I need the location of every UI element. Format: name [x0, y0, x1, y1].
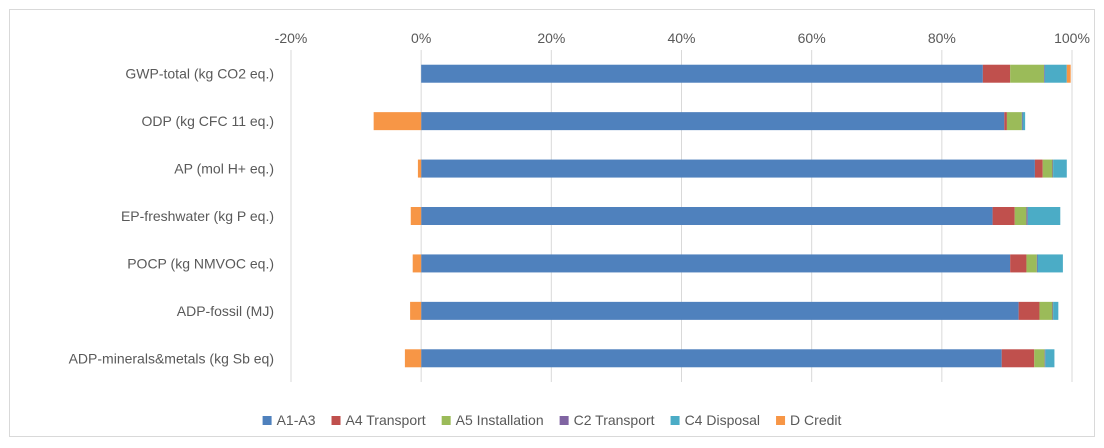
category-label: ADP-fossil (MJ)	[177, 303, 274, 319]
bar-segment-4	[1052, 159, 1054, 178]
legend-label: C2 Transport	[574, 412, 655, 428]
bar-segment-3	[1042, 159, 1053, 178]
bar-segment-5	[1045, 349, 1055, 368]
bar-segment-4	[1052, 301, 1054, 320]
bar-segment-6	[410, 301, 422, 320]
bar-segment-1	[421, 159, 1035, 178]
legend-label: A5 Installation	[456, 412, 544, 428]
bar-segment-4	[1021, 112, 1023, 131]
bar-segment-2	[982, 64, 1011, 83]
category-label: GWP-total (kg CO2 eq.)	[125, 66, 274, 82]
x-tick-label: 40%	[667, 30, 695, 46]
bar-segment-3	[1006, 112, 1022, 131]
bar-segment-6	[1066, 64, 1071, 83]
legend-swatch-5	[670, 416, 680, 425]
bar-segment-3	[1039, 301, 1053, 320]
legend-swatch-2	[331, 416, 341, 425]
bar-segment-1	[421, 112, 1005, 131]
category-label: POCP (kg NMVOC eq.)	[127, 255, 274, 271]
bar-segment-3	[1014, 207, 1027, 225]
bar-segment-1	[421, 64, 983, 83]
bar-segment-2	[1010, 254, 1027, 273]
category-label: EP-freshwater (kg P eq.)	[121, 208, 274, 224]
x-tick-label: 0%	[411, 30, 431, 46]
bar-segment-1	[421, 254, 1011, 273]
bar-segment-4	[1026, 207, 1028, 225]
legend-label: C4 Disposal	[685, 412, 760, 428]
bar-segment-5	[1044, 64, 1067, 83]
category-label: ODP (kg CFC 11 eq.)	[141, 113, 274, 129]
bar-segment-5	[1037, 254, 1063, 273]
bar-segment-3	[1034, 349, 1045, 368]
bar-segment-5	[1022, 112, 1026, 131]
bar-segment-5	[1053, 301, 1059, 320]
legend-swatch-1	[262, 416, 272, 425]
legend-swatch-6	[776, 416, 786, 425]
bar-segment-5	[1027, 207, 1061, 225]
bar-segment-1	[421, 301, 1019, 320]
bar-segment-4	[1036, 254, 1038, 273]
bar-segment-2	[1001, 349, 1035, 368]
bar-segment-6	[412, 254, 422, 273]
category-label: ADP-minerals&metals (kg Sb eq)	[69, 350, 274, 366]
bar-segment-2	[1034, 159, 1043, 178]
bar-segment-6	[404, 349, 422, 368]
bar-segment-3	[1026, 254, 1037, 273]
bar-segment-2	[1004, 112, 1007, 131]
bar-segment-5	[1053, 159, 1067, 178]
bar-segment-1	[421, 207, 993, 225]
bar-segment-6	[417, 159, 422, 178]
x-tick-label: 60%	[798, 30, 826, 46]
legend-swatch-4	[559, 416, 569, 425]
legend-label: A1-A3	[277, 412, 316, 428]
bar-segment-2	[992, 207, 1015, 225]
bar-segment-4	[1044, 349, 1046, 368]
bar-segment-6	[373, 112, 422, 131]
category-label: AP (mol H+ eq.)	[174, 161, 274, 177]
bar-segment-6	[410, 207, 422, 225]
x-tick-label: 100%	[1054, 30, 1090, 46]
x-tick-label: 20%	[537, 30, 565, 46]
bar-segment-1	[421, 349, 1002, 368]
legend-label: D Credit	[790, 412, 841, 428]
x-tick-label: 80%	[928, 30, 956, 46]
legend-swatch-3	[441, 416, 451, 425]
bar-segment-2	[1018, 301, 1040, 320]
bar-segment-4	[1044, 64, 1045, 83]
bar-segment-3	[1010, 64, 1045, 83]
legend-label: A4 Transport	[346, 412, 426, 428]
x-tick-label: -20%	[275, 30, 308, 46]
